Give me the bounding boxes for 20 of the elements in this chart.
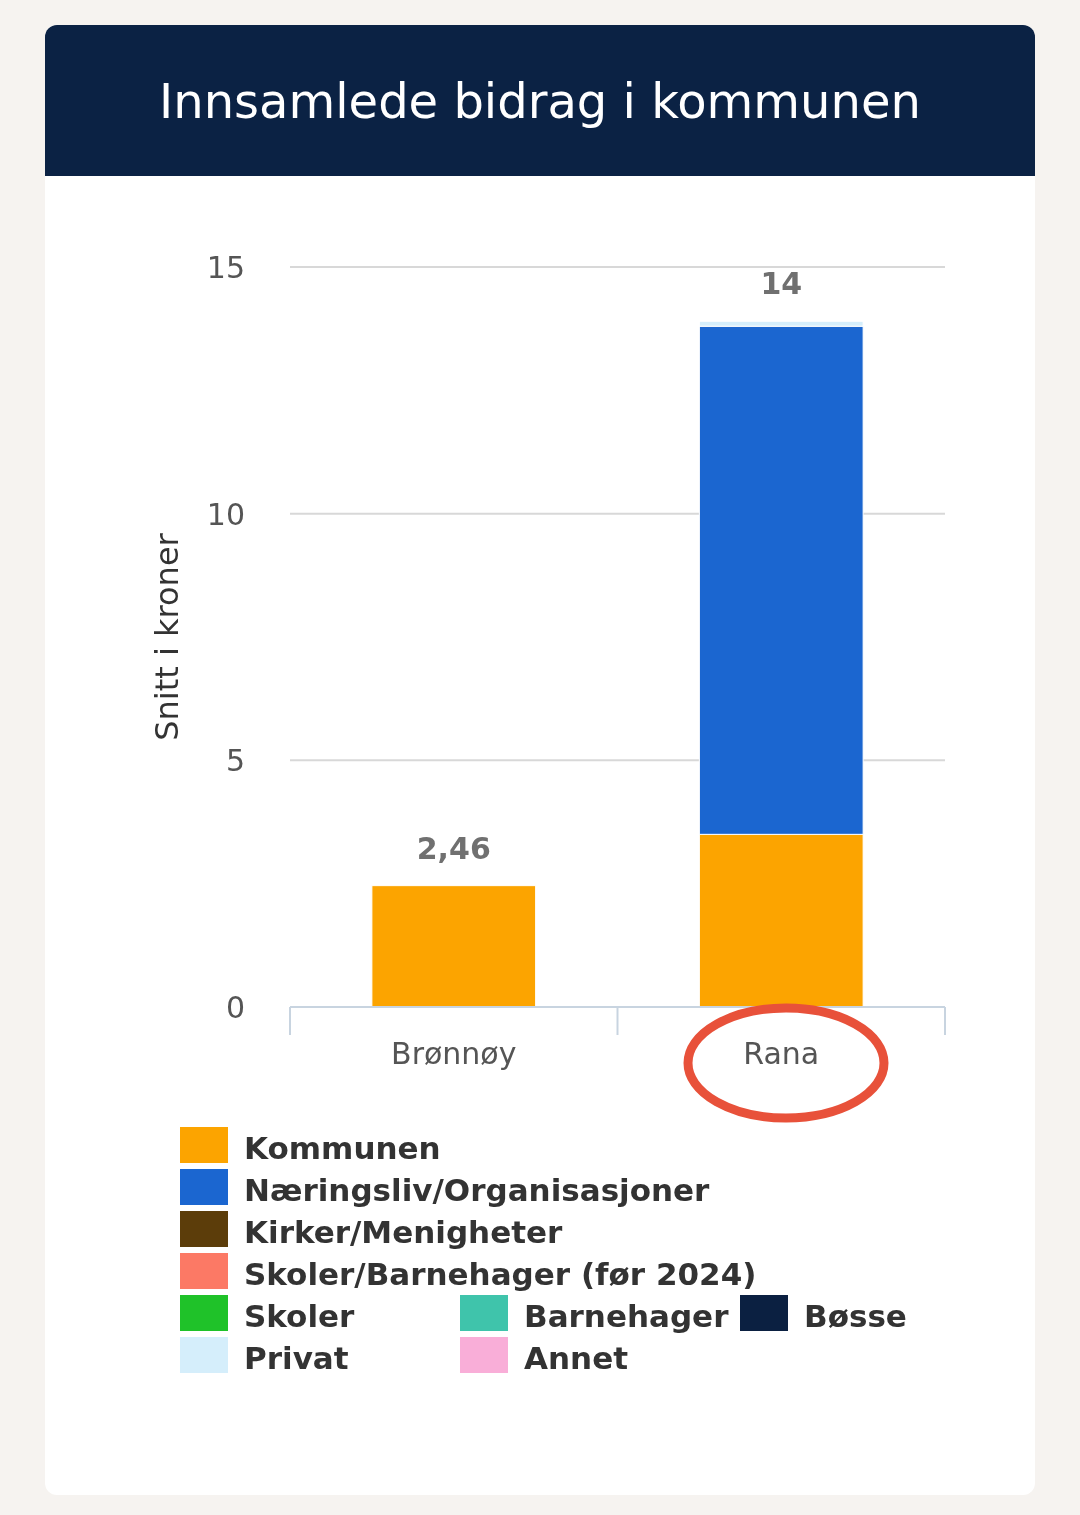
total-label: 2,46 [416,830,491,866]
legend-label: Skoler/Barnehager (før 2024) [244,1256,757,1292]
y-axis-title: Snitt i kroner [148,532,186,741]
legend-label: Kommunen [244,1130,441,1166]
x-tick-label: Brønnøy [391,1036,517,1071]
y-tick-label: 5 [225,743,245,779]
y-tick-label: 15 [206,250,245,285]
chart-title: Innsamlede bidrag i kommunen [159,73,921,129]
total-label: 14 [760,266,803,302]
x-tick-label: Rana [743,1036,820,1071]
y-tick-label: 10 [206,496,245,532]
y-tick-label: 0 [225,990,245,1025]
legend-label: Barnehager [524,1298,730,1334]
legend-label: Annet [524,1340,629,1376]
legend-label: Bøsse [804,1298,907,1334]
legend-label: Skoler [244,1298,356,1334]
bar [371,885,537,1008]
legend-label: Næringsliv/Organisasjoner [244,1172,711,1208]
legend-label: Privat [244,1340,349,1376]
legend-label: Kirker/Menigheter [244,1214,564,1250]
